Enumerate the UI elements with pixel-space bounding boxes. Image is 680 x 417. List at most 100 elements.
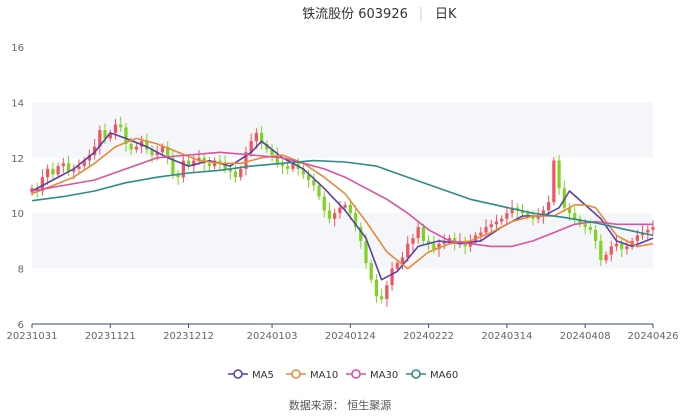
candle-body xyxy=(113,124,118,133)
candle-body xyxy=(259,132,264,144)
candle-body xyxy=(108,132,112,139)
candle-body xyxy=(374,279,379,297)
candle-body xyxy=(583,224,587,228)
candle-body xyxy=(51,168,55,175)
candle-body xyxy=(411,238,415,244)
legend-marker xyxy=(233,369,243,379)
background-band xyxy=(32,213,653,269)
x-tick-label: 20240124 xyxy=(325,331,376,342)
candle-body xyxy=(265,143,269,150)
candle-body xyxy=(61,163,65,167)
x-axis: 20231031 20231121 20231212 20240103 20240124… xyxy=(7,323,679,342)
candle-body xyxy=(338,207,342,214)
candle-body xyxy=(353,213,358,228)
candle-body xyxy=(150,149,154,156)
candle-body xyxy=(484,227,488,233)
x-tick-label: 20231031 xyxy=(7,331,58,342)
candle-body xyxy=(333,213,337,219)
candle-body xyxy=(364,240,368,264)
candle-body xyxy=(494,221,499,225)
candle-body xyxy=(186,160,191,167)
x-tick-label: 20240222 xyxy=(403,331,454,342)
candle-body xyxy=(103,130,107,139)
candle-body xyxy=(343,204,347,208)
candle-body xyxy=(77,166,81,169)
candle-body xyxy=(301,168,305,175)
candle-body xyxy=(510,207,514,214)
candle-body xyxy=(327,210,332,219)
candle-body xyxy=(275,155,279,164)
candle-body xyxy=(505,213,509,219)
candle-body xyxy=(197,157,201,161)
legend-item-ma60: MA60 xyxy=(406,369,458,381)
candle-body xyxy=(614,243,619,247)
candle-body xyxy=(573,213,577,219)
line-ma30 xyxy=(31,151,653,248)
candle-body xyxy=(124,127,128,144)
candle-body xyxy=(40,177,45,192)
x-tick-label: 20240408 xyxy=(560,331,611,342)
candle-body xyxy=(479,232,483,236)
candle-body xyxy=(578,218,582,225)
candle-body xyxy=(98,130,102,147)
candle-body xyxy=(171,157,175,175)
candle-body xyxy=(46,168,50,178)
candle-body xyxy=(526,213,530,216)
legend: MA5 MA10 MA30 MA60 xyxy=(228,369,458,381)
line-ma60 xyxy=(31,159,654,237)
legend-label: MA30 xyxy=(370,370,398,381)
y-tick-label: 14 xyxy=(11,98,24,109)
candle-body xyxy=(395,263,399,269)
candle-body xyxy=(432,243,436,250)
x-tick-label: 20240103 xyxy=(247,331,298,342)
candle-body xyxy=(254,132,259,142)
candle-body xyxy=(176,174,180,178)
candle-body xyxy=(599,240,603,261)
candle-body xyxy=(93,146,97,156)
legend-label: MA10 xyxy=(310,370,338,381)
chart-period: 日K xyxy=(435,7,457,22)
candle-body xyxy=(239,168,243,178)
candle-body xyxy=(400,257,405,264)
y-tick-label: 12 xyxy=(11,154,24,165)
candle-body xyxy=(557,160,561,189)
chart-header: 铁流股份 603926 日K xyxy=(302,7,457,22)
candle-body xyxy=(244,152,248,169)
candle-body xyxy=(489,224,493,228)
y-tick-label: 16 xyxy=(11,43,24,54)
legend-item-ma10: MA10 xyxy=(286,369,338,381)
moving-average-lines xyxy=(31,132,654,281)
legend-marker xyxy=(351,369,361,379)
candle-body xyxy=(72,168,76,172)
candle-body xyxy=(437,243,441,250)
background-bands xyxy=(32,102,653,269)
x-tick-label: 20240426 xyxy=(628,331,679,342)
candle-body xyxy=(369,263,373,280)
legend-item-ma5: MA5 xyxy=(228,369,274,381)
candle-body xyxy=(228,168,232,172)
candle-body xyxy=(625,246,629,250)
candle-body xyxy=(380,296,384,300)
data-source: 数据来源： 恒生聚源 xyxy=(289,398,392,412)
candle-body xyxy=(547,202,551,211)
candle-body xyxy=(447,238,452,241)
candle-body xyxy=(588,227,592,230)
candle-body xyxy=(390,268,394,286)
candle-body xyxy=(119,124,123,128)
candle-body xyxy=(145,141,149,150)
candle-body xyxy=(160,146,165,153)
candle-body xyxy=(500,218,504,222)
line-ma5 xyxy=(31,132,654,281)
legend-label: MA5 xyxy=(252,370,274,381)
candle-body xyxy=(270,149,274,156)
candle-body xyxy=(385,285,389,300)
candle-body xyxy=(218,160,222,164)
candle-body xyxy=(317,185,321,197)
candle-body xyxy=(651,227,655,230)
candle-body xyxy=(609,246,613,255)
candle-body xyxy=(129,143,133,150)
candle-body xyxy=(233,171,238,178)
candle-body xyxy=(416,227,420,239)
